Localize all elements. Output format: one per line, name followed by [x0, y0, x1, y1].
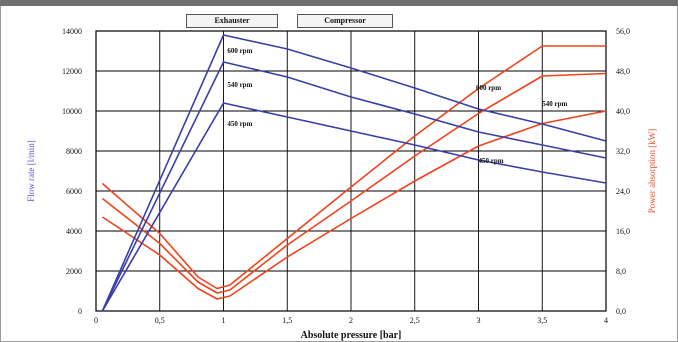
- x-tick-label: 4: [604, 316, 608, 325]
- y-left-tick-label: 4000: [66, 227, 82, 236]
- y-left-tick-label: 10000: [62, 107, 82, 116]
- x-tick-label: 3: [477, 316, 481, 325]
- rpm-annotation: 540 rpm: [227, 81, 252, 89]
- rpm-annotation: 450 rpm: [479, 157, 504, 165]
- y-right-tick-label: 40,0: [616, 107, 630, 116]
- y-left-tick-label: 0: [78, 307, 82, 316]
- rpm-annotation: 540 rpm: [542, 100, 567, 108]
- power-line-450-rpm: [101, 110, 607, 300]
- tab-compressor[interactable]: Compressor: [297, 14, 393, 28]
- power-line-540-rpm: [101, 72, 607, 294]
- x-axis-label: Absolute pressure [bar]: [301, 330, 402, 341]
- rpm-annotation: 600 rpm: [476, 84, 501, 92]
- tab-exhauster[interactable]: Exhauster: [186, 14, 278, 28]
- y-left-tick-label: 12000: [62, 67, 82, 76]
- tick-labels: 0 0,5 1 1,5 2 2,5 3 3,5 4 0 2000 4000 6000 8000 10000 1…: [62, 27, 630, 325]
- rpm-annotation: 450 rpm: [227, 120, 252, 128]
- x-tick-label: 1,5: [282, 316, 292, 325]
- flow-line-450-rpm: [101, 102, 607, 312]
- y-left-tick-label: 6000: [66, 187, 82, 196]
- series-group: [101, 34, 607, 312]
- y-right-tick-label: 48,0: [616, 67, 630, 76]
- y-left-tick-label: 14000: [62, 27, 82, 36]
- y-axis-right-label: Power absorption [kW]: [647, 129, 657, 213]
- y-axis-left-label: Flow rate [l/min]: [26, 140, 36, 202]
- x-tick-label: 2: [349, 316, 353, 325]
- flow-line-540-rpm: [101, 61, 607, 312]
- flow-line-600-rpm: [101, 34, 607, 312]
- y-right-tick-label: 8,0: [616, 267, 626, 276]
- x-tick-label: 0,5: [155, 316, 165, 325]
- annotations: 600 rpm 540 rpm 450 rpm 600 rpm 540 rpm 450 r…: [227, 47, 567, 165]
- x-tick-label: 2,5: [410, 316, 420, 325]
- x-tick-label: 1: [222, 316, 226, 325]
- y-right-tick-label: 24,0: [616, 187, 630, 196]
- y-left-tick-label: 8000: [66, 147, 82, 156]
- x-tick-label: 3,5: [537, 316, 547, 325]
- y-left-tick-label: 2000: [66, 267, 82, 276]
- x-tick-label: 0: [94, 316, 98, 325]
- y-right-tick-label: 32,0: [616, 147, 630, 156]
- rpm-annotation: 600 rpm: [227, 47, 252, 55]
- power-line-600-rpm: [101, 45, 606, 290]
- y-right-tick-label: 16,0: [616, 227, 630, 236]
- window-top-bar: [0, 0, 678, 6]
- y-right-tick-label: 56,0: [616, 27, 630, 36]
- y-right-tick-label: 0,0: [616, 307, 626, 316]
